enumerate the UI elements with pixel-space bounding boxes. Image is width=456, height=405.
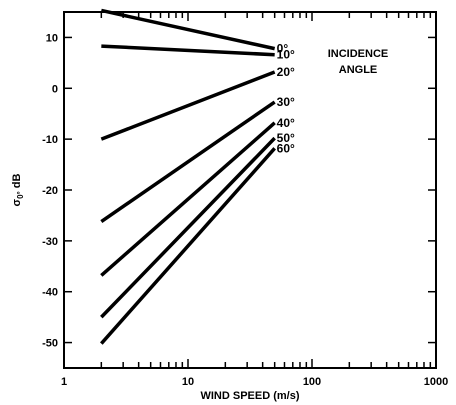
series-label: 20° bbox=[277, 65, 295, 79]
y-axis-label-main: σ bbox=[11, 198, 23, 206]
y-tick-label: -30 bbox=[42, 236, 58, 248]
series-line bbox=[100, 8, 276, 51]
y-tick-label: -40 bbox=[42, 287, 58, 299]
series-line bbox=[100, 147, 276, 345]
series-line bbox=[100, 100, 276, 223]
legend-title-line-1: INCIDENCE bbox=[328, 48, 389, 60]
series-label: 40° bbox=[277, 116, 295, 130]
series-label: 10° bbox=[277, 48, 295, 62]
x-tick-label: 10 bbox=[182, 376, 194, 388]
y-tick-label: 10 bbox=[46, 32, 58, 44]
series-group bbox=[100, 8, 276, 345]
series-label: 30° bbox=[277, 95, 295, 109]
ticks-group bbox=[63, 12, 437, 368]
series-line bbox=[101, 44, 275, 57]
x-axis-label: WIND SPEED (m/s) bbox=[200, 390, 299, 402]
series-label: 60° bbox=[277, 141, 295, 155]
x-tick-label: 1 bbox=[61, 376, 67, 388]
series-line bbox=[100, 136, 276, 319]
series-label: 0° bbox=[277, 42, 289, 56]
y-tick-label: -50 bbox=[42, 338, 58, 350]
series-line bbox=[100, 70, 276, 141]
x-tick-label: 1000 bbox=[424, 376, 448, 388]
y-axis-label: σ0° dB bbox=[11, 173, 25, 206]
y-tick-label: -20 bbox=[42, 185, 58, 197]
y-axis-label-sub: 0° bbox=[16, 191, 25, 199]
series-labels-group: 0°10° 20° 30° 40°50°60° bbox=[277, 42, 295, 156]
series-label: 50° bbox=[277, 131, 295, 145]
y-tick-label: -10 bbox=[42, 134, 58, 146]
legend-title-line-2: ANGLE bbox=[339, 64, 378, 76]
y-tick-label: 0 bbox=[52, 83, 58, 95]
x-tick-label: 100 bbox=[303, 376, 321, 388]
series-line bbox=[100, 121, 276, 277]
y-axis-label-unit: dB bbox=[11, 173, 23, 191]
plot-frame bbox=[63, 11, 437, 369]
